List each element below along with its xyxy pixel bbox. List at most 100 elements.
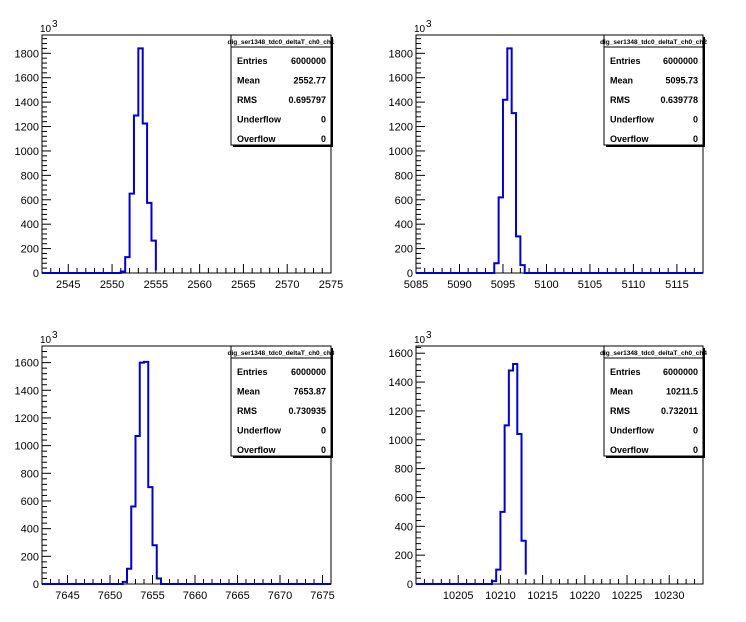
stats-value: 6000000 (291, 367, 326, 377)
stats-box: dig_ser1348_tdc0_deltaT_ch0_ch2 Entries 60… (600, 34, 707, 147)
y-multiplier-exponent: 3 (426, 19, 432, 30)
stats-box-frame (230, 345, 332, 457)
stats-title: dig_ser1348_tdc0_deltaT_ch0_ch2 (600, 39, 707, 46)
stats-label: Overflow (610, 445, 650, 455)
y-tick-label: 1600 (389, 73, 413, 85)
x-tick-label: 7660 (183, 590, 207, 602)
histogram-line (416, 47, 703, 274)
stats-title: dig_ser1348_tdc0_deltaT_ch0_ch4 (600, 350, 707, 357)
histogram-panel-1: 0 200 400 600 800 1000 1200 1400 1600 1800 10 3 2545… (15, 19, 344, 291)
y-tick-label: 1400 (389, 377, 413, 389)
stats-value: 6000000 (663, 56, 698, 66)
y-tick-label: 1000 (389, 146, 413, 158)
y-multiplier-exponent: 3 (52, 19, 58, 30)
y-tick-label: 1000 (15, 146, 39, 158)
x-tick-label: 10230 (654, 590, 685, 602)
stats-label: Mean (237, 76, 260, 86)
stats-box: dig_ser1348_tdc0_deltaT_ch0_ch3 Entries 60… (228, 345, 335, 458)
stats-value: 0.695797 (288, 95, 326, 105)
stats-value: 2552.77 (293, 76, 326, 86)
x-tick-label: 10205 (443, 590, 474, 602)
y-tick-label: 800 (21, 468, 39, 480)
stats-value: 0 (321, 115, 326, 125)
y-tick-label: 0 (407, 268, 413, 280)
y-multiplier-label: 10 (414, 335, 426, 346)
stats-label: Mean (610, 387, 633, 397)
stats-value: 0 (693, 445, 698, 455)
stats-value: 7653.87 (293, 387, 326, 397)
y-tick-label: 1400 (15, 385, 39, 397)
y-tick-label: 200 (21, 244, 39, 256)
y-tick-label: 800 (395, 464, 413, 476)
stats-label: RMS (237, 406, 257, 416)
x-tick-label: 10225 (612, 590, 643, 602)
x-tick-label: 7665 (225, 590, 249, 602)
stats-value: 0 (321, 134, 326, 144)
x-tick-label: 5100 (534, 279, 558, 291)
stats-label: Underflow (237, 426, 282, 436)
stats-box-frame (603, 345, 704, 457)
histogram-line (416, 363, 527, 585)
stats-label: Underflow (610, 426, 655, 436)
x-tick-label: 7650 (98, 590, 122, 602)
y-tick-label: 800 (21, 170, 39, 182)
stats-value: 0 (321, 426, 326, 436)
y-tick-label: 0 (407, 579, 413, 591)
y-tick-label: 1400 (15, 97, 39, 109)
y-tick-label: 1800 (15, 48, 39, 60)
y-tick-label: 1200 (389, 122, 413, 134)
histogram-panel-3: 0 200 400 600 800 1000 1200 1400 1600 10 3 7645 7650… (15, 330, 335, 602)
stats-value: 0 (693, 115, 698, 125)
y-tick-label: 1200 (15, 413, 39, 425)
y-tick-label: 600 (395, 492, 413, 504)
y-tick-label: 1000 (389, 435, 413, 447)
y-multiplier-label: 10 (414, 24, 426, 35)
x-tick-label: 7645 (55, 590, 79, 602)
x-tick-label: 2555 (144, 279, 168, 291)
stats-label: Underflow (610, 115, 655, 125)
x-tick-label: 2570 (275, 279, 299, 291)
stats-label: RMS (610, 406, 630, 416)
x-tick-label: 7670 (268, 590, 292, 602)
y-tick-label: 200 (395, 550, 413, 562)
stats-box: dig_ser1348_tdc0_deltaT_ch0_ch4 Entries 60… (600, 345, 707, 458)
stats-label: Entries (610, 56, 641, 66)
y-multiplier-label: 10 (40, 24, 52, 35)
stats-title: dig_ser1348_tdc0_deltaT_ch0_ch1 (228, 39, 335, 46)
stats-value: 0 (693, 426, 698, 436)
x-tick-label: 7655 (140, 590, 164, 602)
x-tick-label: 10210 (485, 590, 516, 602)
y-tick-label: 600 (21, 496, 39, 508)
y-tick-label: 400 (395, 521, 413, 533)
y-tick-label: 200 (21, 551, 39, 563)
y-tick-label: 0 (33, 579, 39, 591)
stats-label: Entries (237, 56, 268, 66)
x-tick-label: 5115 (665, 279, 689, 291)
x-tick-label: 2565 (231, 279, 255, 291)
stats-value: 0 (693, 134, 698, 144)
stats-value: 5095.73 (665, 76, 698, 86)
x-tick-label: 5090 (447, 279, 471, 291)
stats-label: Mean (610, 76, 633, 86)
y-tick-label: 1000 (15, 441, 39, 453)
x-tick-label: 10220 (570, 590, 601, 602)
plot-frame (41, 34, 332, 274)
x-tick-label: 2550 (100, 279, 124, 291)
y-multiplier-exponent: 3 (426, 330, 432, 341)
stats-box: dig_ser1348_tdc0_deltaT_ch0_ch1 Entries 60… (228, 34, 335, 147)
stats-label: RMS (610, 95, 630, 105)
y-tick-label: 600 (21, 195, 39, 207)
y-tick-label: 800 (395, 170, 413, 182)
y-tick-label: 1800 (389, 48, 413, 60)
x-tick-label: 5110 (622, 279, 646, 291)
stats-label: Overflow (237, 445, 277, 455)
y-tick-label: 400 (21, 219, 39, 231)
stats-label: Overflow (610, 134, 650, 144)
y-tick-label: 1400 (389, 97, 413, 109)
stats-value: 0 (321, 445, 326, 455)
x-tick-label: 2545 (56, 279, 80, 291)
y-multiplier-exponent: 3 (52, 330, 58, 341)
stats-box-frame (603, 34, 704, 146)
x-tick-label: 5095 (491, 279, 515, 291)
y-tick-label: 1600 (15, 73, 39, 85)
